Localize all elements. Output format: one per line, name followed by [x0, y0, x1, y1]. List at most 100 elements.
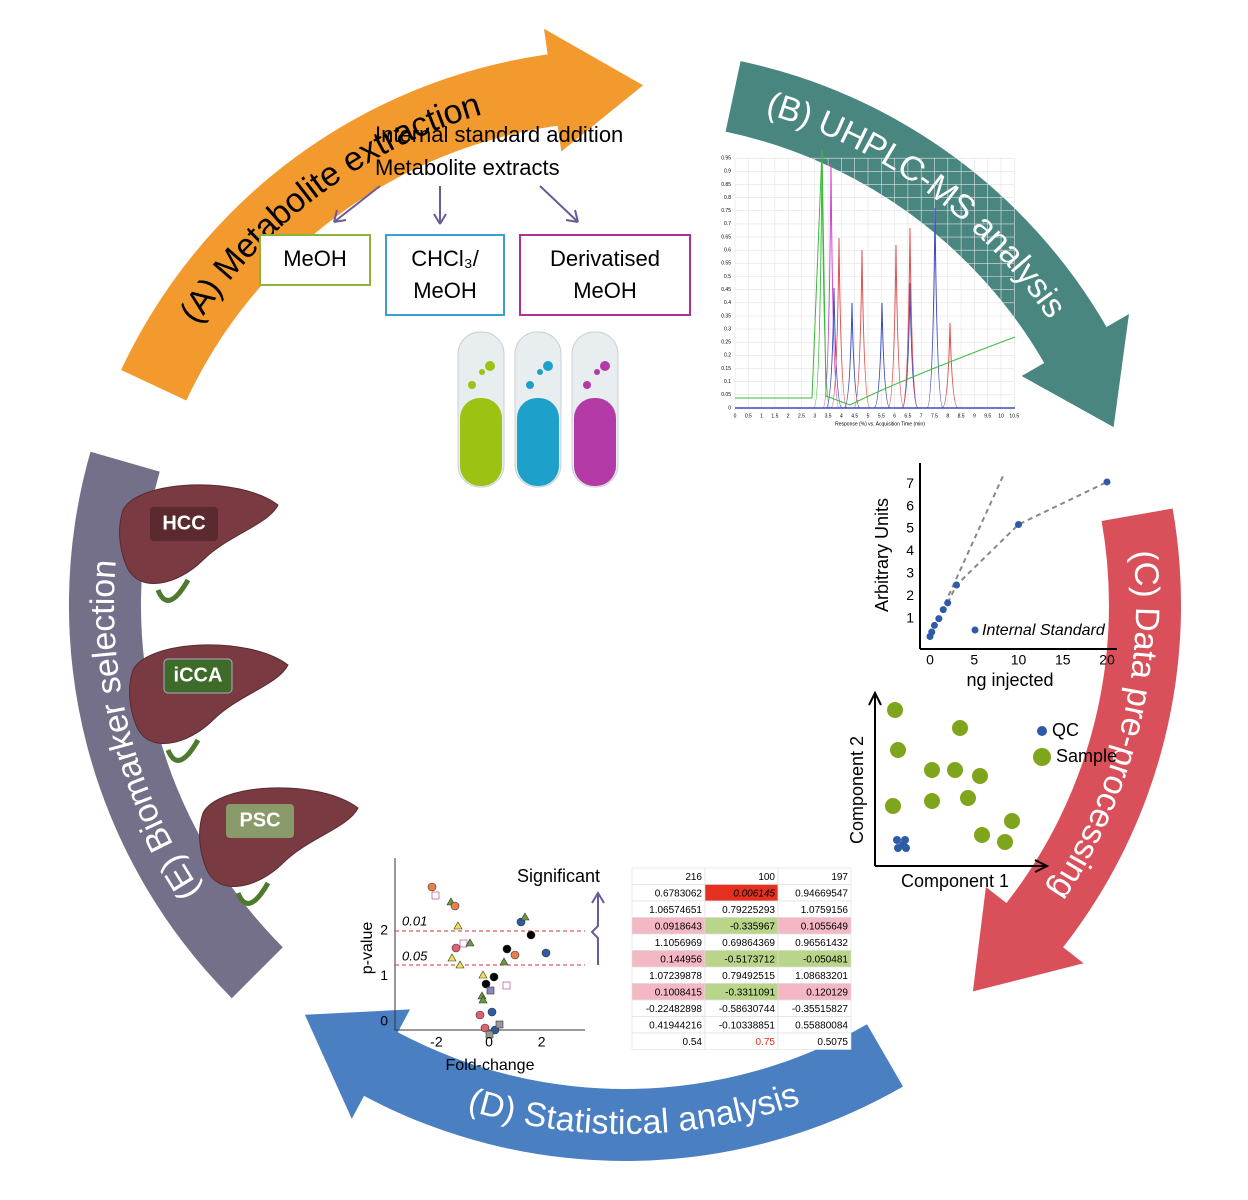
- pca-plot: [868, 690, 1051, 873]
- data-point: [953, 581, 961, 589]
- table-text: 216: [685, 872, 702, 883]
- axis-label: p-value: [359, 922, 376, 975]
- y-tick-label: 0.35: [721, 313, 731, 319]
- extraction-line: Internal standard addition: [375, 122, 623, 147]
- x-tick-label: 7.5: [931, 413, 938, 419]
- y-tick-label: 0.15: [721, 366, 731, 372]
- table-text: 0.75: [756, 1037, 776, 1048]
- table-text: 1.0759156: [801, 905, 849, 916]
- legend-marker: [971, 626, 979, 634]
- data-point: [935, 615, 943, 623]
- extraction-line: Metabolite extracts: [375, 155, 560, 180]
- y-tick-label: 6: [906, 497, 914, 513]
- chromatogram: 0 0.5 1 1.5 2 2.5 3 3.5 4 4.5 5 5.5 6 6.5 7 7.5 8 8.5 9 9.5…: [721, 149, 1019, 427]
- data-point: [930, 621, 938, 629]
- table-text: 0.69864369: [722, 938, 775, 949]
- y-tick-label: 0.55: [721, 261, 731, 267]
- x-tick-label: 4.5: [851, 413, 858, 419]
- y-tick-label: 0: [728, 405, 731, 411]
- x-tick-label: 4: [840, 413, 843, 419]
- solvent-label: MeOH: [413, 278, 477, 303]
- y-tick-label: 0.5: [724, 274, 731, 280]
- table-text: -0.35515827: [792, 1004, 849, 1015]
- y-tick-label: 0.95: [721, 155, 731, 161]
- cycle-arrow: [972, 508, 1182, 992]
- x-tick-label: 0: [485, 1034, 493, 1050]
- solvent-label: Derivatised: [550, 246, 660, 271]
- x-tick-label: 2: [787, 413, 790, 419]
- biomarker-label: HCC: [162, 512, 205, 534]
- split-arrows: [333, 185, 579, 225]
- y-tick-label: 1: [380, 967, 388, 983]
- x-tick-label: 3: [813, 413, 816, 419]
- table-text: 1.06574651: [649, 905, 702, 916]
- solvent-box: [385, 234, 505, 316]
- y-tick-label: 0.9: [724, 169, 731, 175]
- data-point: [928, 628, 936, 636]
- x-tick-label: 9: [973, 413, 976, 419]
- x-tick-label: 10.5: [1009, 413, 1019, 419]
- data-point: [944, 599, 952, 607]
- threshold-label: 0.01: [402, 913, 427, 928]
- table-text: -0.335967: [730, 921, 775, 932]
- calibration-plot: 1 2 3 4 5 6 7 0 5 10 15 20 Internal Standard Arbitrar…: [872, 463, 1117, 690]
- peak: [853, 249, 871, 409]
- x-tick-label: 10: [1011, 652, 1027, 668]
- cycle-arrow: [304, 1009, 903, 1161]
- x-tick-label: 2: [538, 1034, 546, 1050]
- x-tick-label: 7: [920, 413, 923, 419]
- x-tick-label: 10: [998, 413, 1004, 419]
- table-text: -0.3311091: [725, 987, 775, 998]
- y-tick-label: 2: [380, 922, 388, 938]
- table-text: 1.1056969: [655, 938, 703, 949]
- table-text: 0.41944216: [649, 1020, 702, 1031]
- y-tick-label: 1: [906, 609, 914, 625]
- x-tick-label: 6: [893, 413, 896, 419]
- test-tubes: [457, 331, 619, 488]
- x-tick-label: 5: [867, 413, 870, 419]
- table-text: 0.6783062: [655, 888, 703, 899]
- x-tick-label: 0: [734, 413, 737, 419]
- axis-label: ng injected: [966, 670, 1053, 690]
- y-tick-label: 0.05: [721, 392, 731, 398]
- table-text: 0.120129: [806, 987, 848, 998]
- table-text: -0.58630744: [719, 1004, 776, 1015]
- table-text: -0.5173712: [724, 954, 775, 965]
- threshold-label: 0.05: [402, 948, 428, 963]
- axis-label: Component 1: [901, 871, 1009, 891]
- result-table: 216 100 197 0.6783062 0.006145 0.94669547 1.06…: [631, 867, 852, 1050]
- table-text: -0.10338851: [719, 1020, 776, 1031]
- table-text: 0.144956: [660, 954, 702, 965]
- x-tick-label: 9.5: [984, 413, 991, 419]
- solvent-label: CHCl₃/: [411, 246, 480, 271]
- axis-label: Component 2: [847, 736, 867, 844]
- x-tick-label: 2.5: [798, 413, 805, 419]
- solvent-label: MeOH: [283, 246, 347, 271]
- fit-curve: [946, 481, 1108, 604]
- y-tick-label: 0.75: [721, 208, 731, 214]
- y-tick-label: 0.1: [724, 379, 731, 385]
- table-cell: [777, 1032, 852, 1050]
- y-tick-label: 2: [906, 587, 914, 603]
- peak: [941, 322, 959, 409]
- peak: [887, 244, 905, 409]
- x-tick-label: 1.5: [771, 413, 778, 419]
- x-tick-label: 1: [760, 413, 763, 419]
- y-tick-label: 0.3: [724, 326, 731, 332]
- table-text: 0.1055649: [801, 921, 849, 932]
- data-point: [939, 606, 947, 614]
- x-tick-label: 5.5: [878, 413, 885, 419]
- peak: [901, 227, 919, 409]
- peak: [901, 282, 919, 409]
- peak: [873, 302, 891, 409]
- x-tick-label: 0.5: [745, 413, 752, 419]
- gradient-trace: [735, 149, 1016, 406]
- x-tick-label: 8.5: [958, 413, 965, 419]
- x-tick-label: 8: [946, 413, 949, 419]
- table-text: 0.5075: [817, 1037, 848, 1048]
- solvent-box: [259, 234, 371, 286]
- table-text: 0.55880084: [795, 1020, 848, 1031]
- x-tick-label: 3.5: [825, 413, 832, 419]
- legend-label: Internal Standard: [982, 622, 1106, 639]
